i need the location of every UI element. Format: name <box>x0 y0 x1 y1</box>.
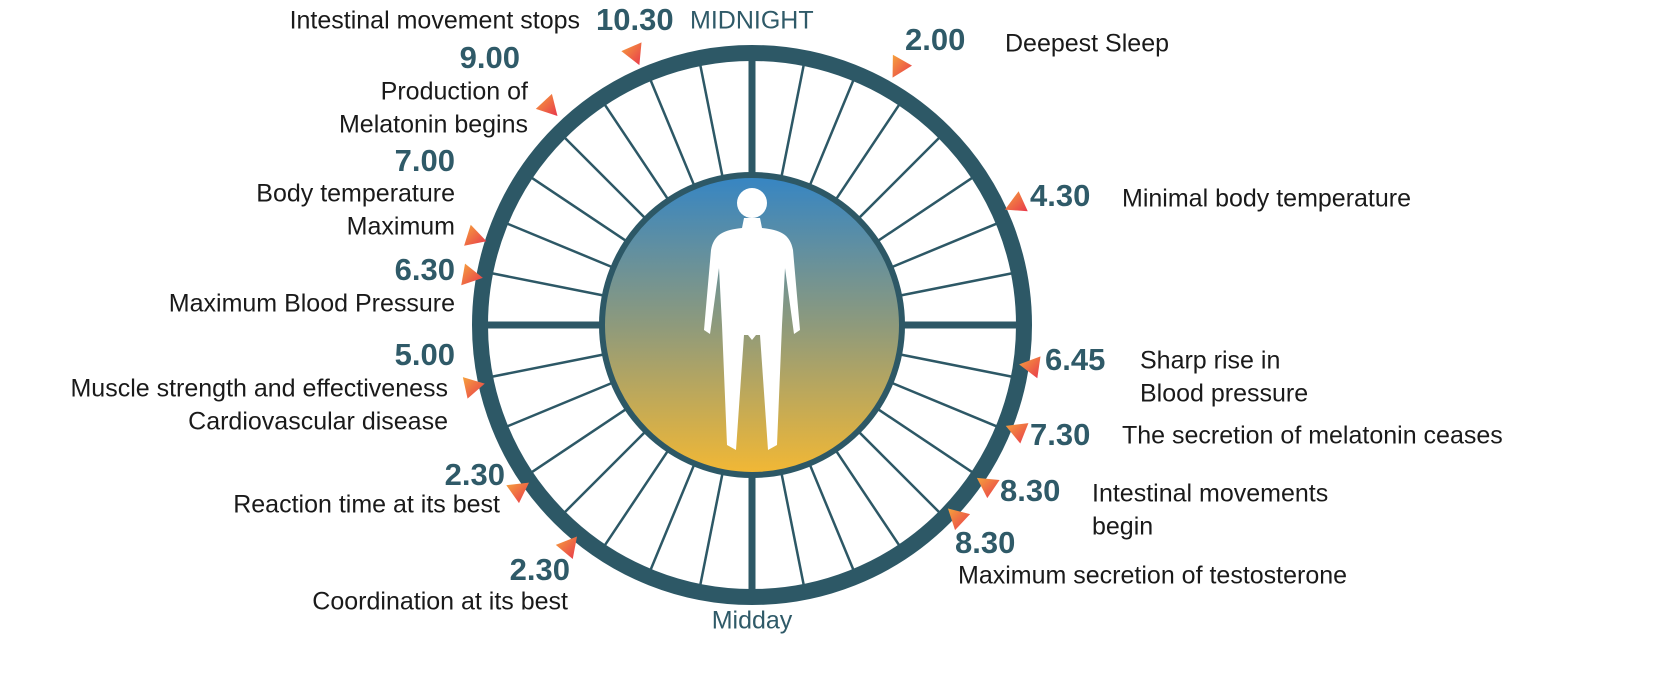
event-time: 2.00 <box>905 22 965 57</box>
arrow <box>1005 191 1028 211</box>
event-time: 5.00 <box>395 337 455 372</box>
event-time: 6.30 <box>395 252 455 287</box>
event-text: Maximum Blood Pressure <box>169 290 455 318</box>
event-time: 10.30 <box>596 2 674 37</box>
event: 6.30 Maximum Blood Pressure <box>169 252 483 317</box>
event: 9.00 Production of Melatonin begins <box>339 40 558 138</box>
event-text: Muscle strength and effectiveness <box>70 375 448 403</box>
arrow <box>893 55 912 78</box>
event-text: Maximum <box>347 213 455 241</box>
event-time: 2.30 <box>445 457 505 492</box>
circadian-diagram: MIDNIGHT Midday 10.30 Intestinal movement… <box>0 0 1666 676</box>
event-text: Melatonin begins <box>339 111 528 139</box>
event-text: Intestinal movements <box>1092 480 1328 508</box>
event: 4.30 Minimal body temperature <box>1005 178 1411 213</box>
event: 6.45 Sharp rise in Blood pressure <box>1019 342 1308 407</box>
event-text: The secretion of melatonin ceases <box>1122 422 1503 450</box>
event: 7.30 The secretion of melatonin ceases <box>1006 417 1503 452</box>
arrow <box>506 483 529 504</box>
event-time: 2.30 <box>510 552 570 587</box>
event: 5.00 Muscle strength and effectiveness Car… <box>70 337 484 435</box>
event-text: Cardiovascular disease <box>188 408 448 436</box>
event-text: Blood pressure <box>1140 380 1308 408</box>
event-text: Coordination at its best <box>312 588 568 616</box>
event-text: Production of <box>381 78 528 106</box>
arrow <box>536 94 558 116</box>
event-time: 7.30 <box>1030 417 1090 452</box>
event-text: Reaction time at its best <box>233 491 500 519</box>
arrow <box>464 225 486 246</box>
event-text: Maximum secretion of testosterone <box>958 562 1347 590</box>
event-text: begin <box>1092 513 1153 541</box>
event-text: Body temperature <box>256 180 455 208</box>
arrow <box>977 478 1000 498</box>
event-time: 4.30 <box>1030 178 1090 213</box>
event-text: Deepest Sleep <box>1005 30 1169 58</box>
event-text: Minimal body temperature <box>1122 185 1411 213</box>
event-text: Intestinal movement stops <box>290 7 580 35</box>
event-time: 9.00 <box>460 40 520 75</box>
midnight-label: MIDNIGHT <box>690 7 814 35</box>
arrow <box>621 42 641 65</box>
event-text: Sharp rise in <box>1140 347 1280 375</box>
event-time: 8.30 <box>1000 473 1060 508</box>
event: 2.00 Deepest Sleep <box>893 22 1169 77</box>
event-time: 7.00 <box>395 143 455 178</box>
event-time: 6.45 <box>1045 342 1105 377</box>
event: 8.30 Intestinal movements begin <box>977 473 1328 540</box>
midday-label: Midday <box>712 607 793 635</box>
event-time: 8.30 <box>955 525 1015 560</box>
